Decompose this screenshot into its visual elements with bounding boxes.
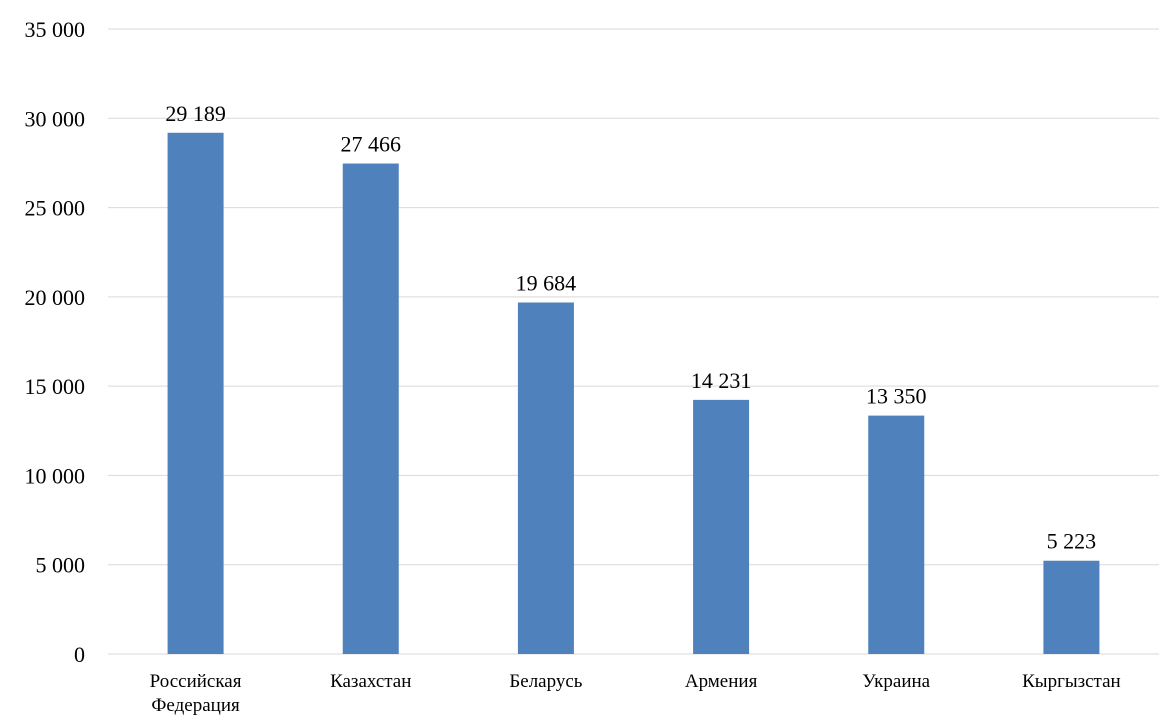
x-axis-categories: Российская Федерация Казахстан Беларусь Арме…	[150, 671, 1121, 716]
x-category-label-line: Армения	[685, 671, 758, 692]
bar	[517, 302, 574, 654]
data-label: 29 189	[165, 101, 226, 126]
data-label: 19 684	[516, 271, 577, 296]
bar	[868, 415, 925, 654]
x-category-label: Кыргызстан	[1022, 671, 1121, 692]
x-category-label: Армения	[685, 671, 758, 692]
y-tick-label: 10 000	[25, 463, 86, 488]
data-label: 14 231	[691, 368, 752, 393]
y-tick-label: 0	[74, 642, 85, 667]
x-category-label: Казахстан	[330, 671, 411, 692]
x-category-label: Российская Федерация	[150, 671, 242, 716]
data-label: 5 223	[1047, 529, 1097, 554]
data-labels: 29 189 27 466 19 684 14 231 13 350 5 223	[165, 101, 1096, 554]
x-category-label-line: Российская	[150, 671, 242, 692]
bar	[1043, 560, 1100, 654]
grid-layer	[108, 28, 1159, 655]
data-label: 27 466	[341, 132, 402, 157]
data-label: 13 350	[866, 384, 927, 409]
y-tick-label: 25 000	[25, 196, 86, 221]
y-axis-ticks: 0 5 000 10 000 15 000 20 000 25 000 30 000 35 0…	[25, 17, 86, 667]
x-category-label-line: Украина	[862, 671, 930, 692]
x-category-label: Украина	[862, 671, 930, 692]
y-tick-label: 20 000	[25, 285, 86, 310]
bar	[167, 132, 224, 655]
x-category-label-line: Казахстан	[330, 671, 411, 692]
x-category-label-line: Беларусь	[509, 671, 582, 692]
x-category-label: Беларусь	[509, 671, 582, 692]
y-tick-label: 30 000	[25, 106, 86, 131]
bars	[167, 132, 1100, 655]
bar	[693, 399, 750, 654]
y-tick-label: 35 000	[25, 17, 86, 42]
y-tick-label: 5 000	[36, 553, 86, 578]
bar	[342, 163, 399, 655]
x-category-label-line: Федерация	[151, 695, 240, 716]
x-category-label-line: Кыргызстан	[1022, 671, 1121, 692]
y-tick-label: 15 000	[25, 374, 86, 399]
